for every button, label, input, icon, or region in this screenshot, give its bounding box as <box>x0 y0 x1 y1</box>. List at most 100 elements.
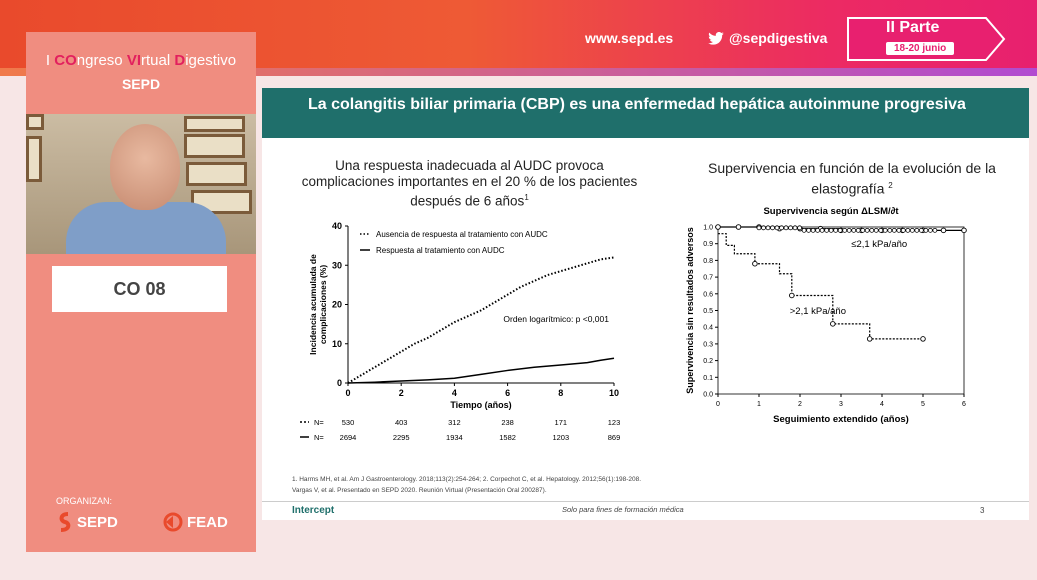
wall-frame <box>184 134 245 158</box>
censor-marker <box>815 227 821 233</box>
censor-marker <box>887 227 893 233</box>
risk-value: 1582 <box>499 433 516 442</box>
y-tick-label: 20 <box>332 300 342 310</box>
y-axis-label-line1: Incidencia acumulada de <box>308 254 318 355</box>
x-tick-label: 0 <box>345 388 350 398</box>
risk-value: 530 <box>342 418 355 427</box>
censor-marker <box>788 225 793 231</box>
censor-marker <box>932 227 938 233</box>
y-tick-label: 0.2 <box>703 358 713 365</box>
twitter-handle-text: @sepdigestiva <box>729 30 828 46</box>
risk-value: 869 <box>608 433 621 442</box>
congress-title: I COngreso VIrtual Digestivo <box>45 52 237 69</box>
y-tick-label: 30 <box>332 260 342 270</box>
risk-value: 1203 <box>552 433 569 442</box>
series-line-2 <box>347 357 615 384</box>
censor-marker <box>752 260 758 267</box>
twitter-handle[interactable]: @sepdigestiva <box>708 30 827 46</box>
censor-marker <box>909 227 915 233</box>
censor-marker <box>779 225 784 231</box>
censor-marker <box>918 227 924 233</box>
y-axis-label-line2: complicaciones (%) <box>318 265 328 345</box>
y-tick-label: 0.9 <box>703 241 713 248</box>
disclaimer: Solo para fines de formación médica <box>562 505 684 514</box>
y-tick-label: 40 <box>332 221 342 231</box>
fead-logo-icon <box>163 512 183 532</box>
censor-marker <box>842 227 848 233</box>
x-tick-label: 3 <box>839 401 843 408</box>
censor-marker <box>891 227 897 233</box>
x-tick-label: 1 <box>757 401 761 408</box>
x-tick-label: 10 <box>609 388 619 398</box>
x-tick-label: 6 <box>505 388 510 398</box>
y-tick-label: 1.0 <box>703 225 713 232</box>
censor-marker <box>940 227 947 234</box>
speaker-video[interactable] <box>26 114 256 254</box>
left-chart-title: Una respuesta inadecuada al AUDC provoca… <box>301 158 638 209</box>
censor-marker <box>833 227 839 233</box>
cumulative-incidence-chart: 0 10 20 30 40 0 2 4 6 8 10 Tiempo (años) Incidencia … <box>300 221 621 442</box>
censor-marker <box>961 227 967 234</box>
y-axis-label: Supervivencia sin resultados adversos <box>685 227 695 394</box>
risk-row-label: N= <box>314 433 324 442</box>
censor-marker <box>792 225 798 231</box>
censor-marker <box>905 227 911 233</box>
x-tick-label: 4 <box>452 388 457 398</box>
sepd-logo: SEPD <box>56 512 118 532</box>
session-code: CO 08 <box>52 266 227 312</box>
x-tick-label: 0 <box>716 401 720 408</box>
censor-marker <box>920 336 926 342</box>
fead-logo: FEAD <box>162 512 228 532</box>
y-tick-label: 0.8 <box>703 258 713 265</box>
censor-marker <box>715 224 721 230</box>
censor-marker <box>761 225 766 231</box>
censor-marker <box>900 227 906 233</box>
risk-value: 312 <box>448 418 461 427</box>
x-tick-label: 8 <box>558 388 563 398</box>
y-tick-label: 0 <box>337 378 342 388</box>
censor-marker <box>765 225 771 231</box>
y-tick-label: 0.4 <box>703 325 713 332</box>
references: 1. Harms MH, et al. Am J Gastroenterolog… <box>292 476 642 494</box>
censor-marker <box>837 227 843 233</box>
x-axis-label: Tiempo (años) <box>450 400 511 410</box>
y-tick-label: 0.3 <box>703 341 713 348</box>
censor-marker <box>873 227 879 233</box>
censor-marker <box>774 225 780 231</box>
x-tick-label: 6 <box>962 401 966 408</box>
parte-badge: II Parte 18-20 junio <box>846 16 1008 62</box>
website-link[interactable]: www.sepd.es <box>585 30 674 46</box>
censor-marker <box>864 227 870 233</box>
x-tick-label: 4 <box>880 401 884 408</box>
survival-chart-title: Supervivencia según ΔLSM/∂t <box>763 206 899 217</box>
censor-marker <box>806 227 812 233</box>
censor-marker <box>810 227 816 233</box>
wall-frame <box>26 114 44 130</box>
right-chart-title: Supervivencia en función de la evolución… <box>708 160 996 197</box>
risk-value: 2694 <box>340 433 357 442</box>
risk-value: 171 <box>555 418 568 427</box>
slide-title: La colangitis biliar primaria (CBP) es u… <box>262 88 1029 138</box>
series-label-2: >2,1 kPa/año <box>790 306 846 317</box>
y-tick-label: 0.0 <box>703 392 713 399</box>
risk-value: 238 <box>501 418 514 427</box>
censor-marker <box>789 292 795 299</box>
risk-row-label: N= <box>314 418 324 427</box>
censor-marker <box>896 227 902 233</box>
series-label-1: ≤2,1 kPa/año <box>851 239 907 250</box>
y-tick-label: 0.5 <box>703 308 713 315</box>
wall-frame <box>184 116 245 132</box>
censor-marker <box>819 227 825 233</box>
censor-marker <box>914 227 920 233</box>
censor-marker <box>830 321 836 327</box>
censor-marker <box>797 225 802 231</box>
risk-value: 403 <box>395 418 408 427</box>
censor-marker <box>869 227 875 233</box>
speaker-body <box>66 202 226 254</box>
footer-divider <box>262 501 1029 502</box>
y-tick-label: 0.7 <box>703 275 713 282</box>
series-line-1 <box>347 256 615 384</box>
censor-marker <box>878 227 884 233</box>
censor-marker <box>783 225 789 231</box>
speaker-head <box>110 124 180 210</box>
